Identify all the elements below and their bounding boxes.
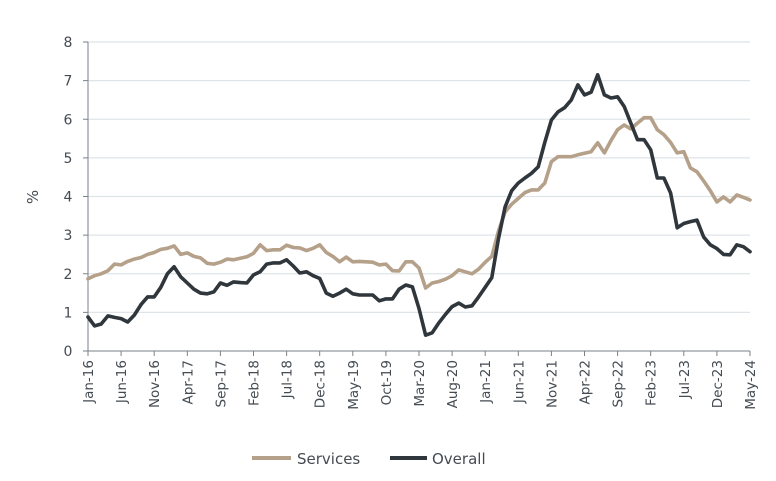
y-tick-label: 8 [64, 35, 73, 51]
x-tick-label: Oct-19 [379, 360, 395, 405]
x-tick-label: Feb-18 [247, 360, 263, 406]
x-tick-label: Nov-21 [544, 360, 560, 408]
y-tick-label: 7 [64, 74, 73, 90]
x-tick-label: Apr-17 [180, 360, 196, 405]
y-axis-ticks: 0 1 2 3 4 5 6 7 8 [64, 35, 88, 360]
y-tick-label: 6 [64, 112, 73, 128]
legend-label-overall: Overall [432, 450, 486, 468]
x-tick-label: Mar-20 [412, 360, 428, 407]
x-tick-label: Nov-16 [147, 360, 163, 408]
x-tick-label: Dec-18 [313, 360, 329, 408]
x-tick-label: Aug-20 [445, 360, 461, 408]
gridlines [88, 41, 750, 314]
x-axis-ticks: Jan-16 Jun-16 Nov-16 Apr-17 Sep-17 Feb-18 Jul-… [81, 351, 759, 410]
x-tick-label: Jul-23 [677, 360, 693, 399]
y-tick-label: 3 [64, 228, 73, 244]
y-axis-label: % [24, 190, 42, 204]
x-tick-label: Apr-22 [578, 360, 594, 405]
x-tick-label: Feb-23 [644, 360, 660, 406]
y-tick-label: 2 [64, 267, 73, 283]
y-tick-label: 0 [64, 344, 73, 360]
series-line-overall [86, 73, 752, 337]
x-tick-label: May-19 [346, 360, 362, 410]
x-tick-label: Dec-23 [710, 360, 726, 408]
y-tick-label: 4 [64, 190, 73, 206]
x-tick-label: Sep-22 [611, 360, 627, 408]
x-tick-label: Jan-21 [478, 360, 494, 404]
legend: Services Overall [252, 450, 486, 468]
x-tick-label: Jun-21 [511, 360, 527, 404]
x-tick-label: Jun-16 [114, 360, 130, 404]
y-tick-label: 1 [64, 305, 73, 321]
x-tick-label: Jul-18 [280, 360, 296, 399]
legend-label-services: Services [297, 450, 360, 468]
series-lines [86, 73, 752, 337]
x-tick-label: May-24 [743, 360, 759, 410]
series-line-services [86, 115, 752, 290]
x-tick-label: Sep-17 [213, 360, 229, 408]
y-tick-label: 5 [64, 151, 73, 167]
x-tick-label: Jan-16 [81, 360, 97, 404]
